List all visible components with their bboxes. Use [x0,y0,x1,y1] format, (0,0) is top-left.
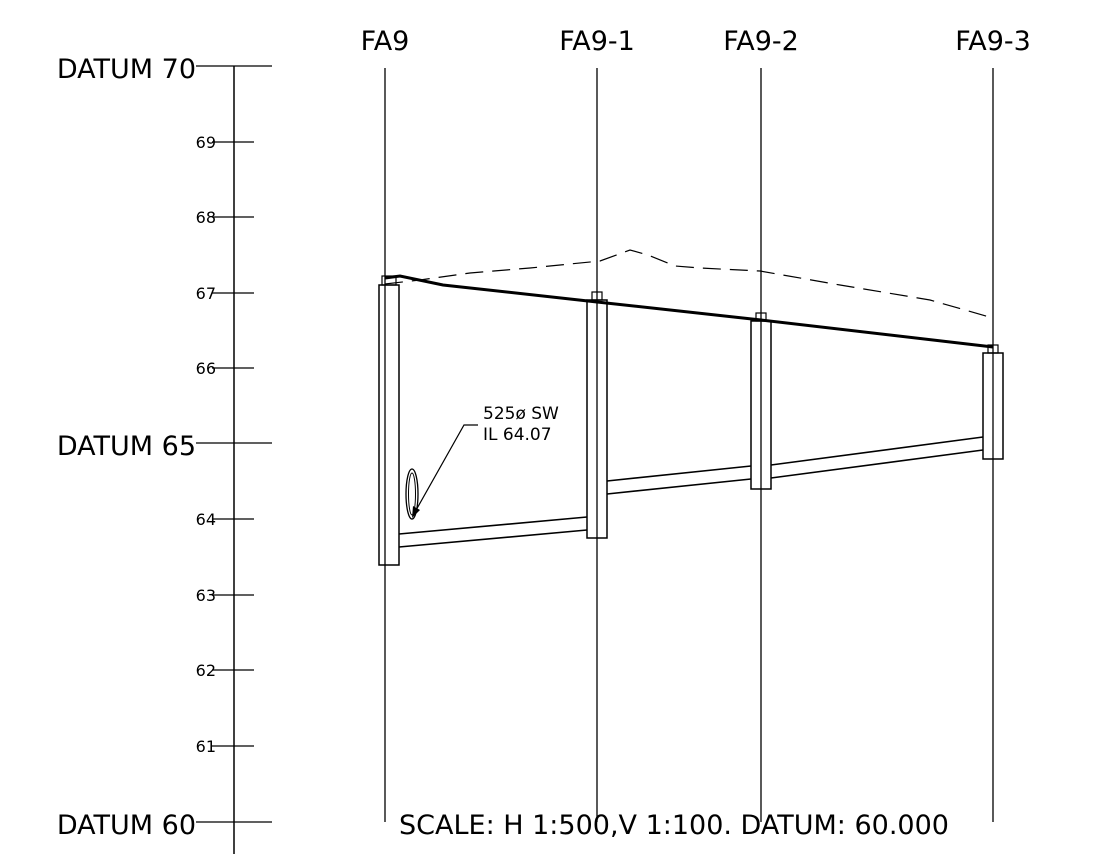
tick-label-62: 62 [196,661,216,680]
manhole-cover-fa9-2 [755,312,767,322]
pipe-size-label: 525ø SW [483,404,559,424]
manhole-label-fa9: FA9 [361,26,410,57]
manhole-label-fa9-1: FA9-1 [559,26,635,57]
tick-label-66: 66 [196,359,216,378]
pipe-1-top [398,516,588,535]
finished-surface-line [384,274,994,349]
manhole-label-fa9-3: FA9-3 [955,26,1031,57]
annotation-leader [414,424,478,513]
manhole-cover-fa9 [381,275,397,286]
manhole-fa9 [378,284,400,566]
incoming-pipe-ellipse [405,468,419,520]
datum-60-label: DATUM 60 [57,810,196,841]
invert-level-label: IL 64.07 [483,425,552,445]
tick-label-67: 67 [196,284,216,303]
tick-label-68: 68 [196,208,216,227]
pipe-3-bottom [770,449,984,479]
manhole-label-fa9-2: FA9-2 [723,26,799,57]
pipe-2-top [606,465,752,482]
pipe-2-bottom [606,478,752,495]
tick-label-69: 69 [196,133,216,152]
pipe-3-top [770,436,984,466]
annotation-arrowhead [412,506,420,518]
manhole-cover-fa9-3 [987,344,999,354]
incoming-pipe-ellipse-inner [408,472,416,516]
manhole-cover-fa9-1 [591,291,603,301]
tick-label-61: 61 [196,737,216,756]
tick-label-64: 64 [196,510,216,529]
scale-note: SCALE: H 1:500,V 1:100. DATUM: 60.000 [399,810,949,841]
tick-label-63: 63 [196,586,216,605]
pipe-1-bottom [398,529,588,548]
datum-65-label: DATUM 65 [57,431,196,462]
existing-ground-line [384,249,994,319]
datum-70-label: DATUM 70 [57,54,196,85]
